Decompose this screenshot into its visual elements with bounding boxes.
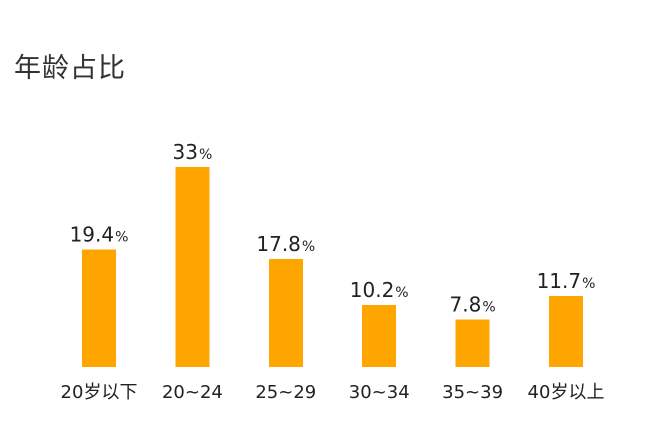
category-labels-layer: 20岁以下 20~24 25~29 30~34 35~39 40岁以上 bbox=[61, 382, 605, 403]
value-label-3: 10.2% bbox=[350, 278, 409, 302]
category-label-4: 35~39 bbox=[442, 382, 503, 403]
value-labels-layer: 19.4% 33% 17.8% 10.2% 7.8% 11.7% bbox=[70, 140, 596, 317]
value-label-4: 7.8% bbox=[450, 293, 496, 317]
value-label-5: 11.7% bbox=[537, 269, 596, 293]
bar-3 bbox=[362, 305, 397, 367]
category-label-0: 20岁以下 bbox=[61, 382, 138, 403]
bar-0 bbox=[82, 249, 116, 367]
category-label-3: 30~34 bbox=[349, 382, 410, 403]
bars-layer bbox=[82, 167, 583, 367]
value-label-0: 19.4% bbox=[70, 222, 129, 246]
bar-4 bbox=[455, 319, 490, 367]
value-label-2: 17.8% bbox=[256, 232, 315, 256]
category-label-1: 20~24 bbox=[162, 382, 223, 403]
value-label-1: 33% bbox=[173, 140, 213, 164]
bar-2 bbox=[268, 259, 303, 367]
bar-5 bbox=[549, 296, 583, 367]
category-label-5: 40岁以上 bbox=[528, 382, 605, 403]
category-label-2: 25~29 bbox=[255, 382, 316, 403]
chart-title: 年龄占比 bbox=[14, 53, 126, 84]
bar-1 bbox=[175, 167, 210, 367]
